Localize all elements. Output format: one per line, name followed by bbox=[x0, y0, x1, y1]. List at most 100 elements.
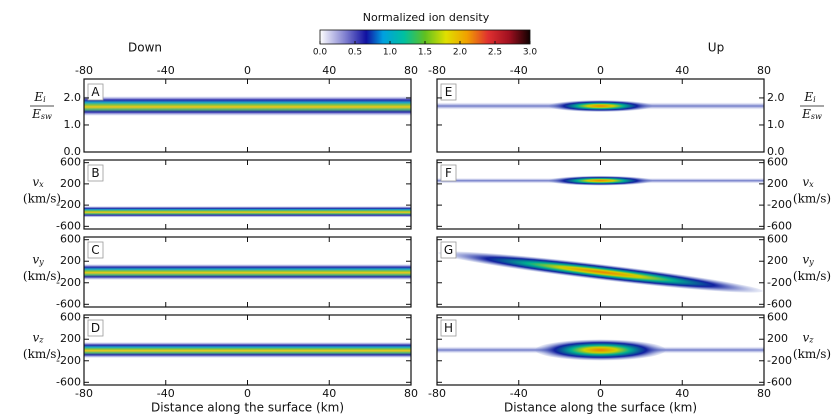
x-tick-label: 80 bbox=[404, 387, 418, 400]
panel-label-box bbox=[87, 164, 104, 182]
y-tick-label: 1.0 bbox=[767, 118, 785, 131]
y-axis-label-unit: (km/s) bbox=[23, 347, 61, 361]
x-tick-label: -40 bbox=[510, 64, 528, 77]
density bbox=[84, 206, 411, 218]
x-tick-label: 40 bbox=[322, 64, 336, 77]
y-tick-label: 2.0 bbox=[767, 91, 785, 104]
panel-label-box bbox=[87, 241, 104, 259]
y-axis-label-symbol: E bbox=[803, 90, 813, 104]
y-tick-label: 0.0 bbox=[64, 145, 82, 158]
y-tick-label: 200 bbox=[60, 177, 81, 190]
x-tick-label: 0 bbox=[244, 64, 251, 77]
y-tick-label: -600 bbox=[56, 375, 81, 388]
x-axis-label: Distance along the surface (km) bbox=[151, 401, 344, 415]
panel-label-box bbox=[440, 164, 457, 182]
panel-label: D bbox=[91, 321, 100, 335]
x-tick-label: -40 bbox=[157, 64, 175, 77]
x-tick-label: -40 bbox=[510, 387, 528, 400]
y-axis-label-symbol: v bbox=[803, 330, 810, 344]
colorbar-tick-label: 1.0 bbox=[383, 48, 398, 58]
x-axis-label: Distance along the surface (km) bbox=[504, 401, 697, 415]
panel-label: E bbox=[445, 85, 453, 99]
panel: F -600 -200 200 600 vx (km/s) bbox=[436, 156, 831, 232]
y-tick-label: -200 bbox=[56, 198, 81, 211]
y-tick-label: 200 bbox=[767, 332, 788, 345]
y-axis-label: Ei bbox=[803, 90, 816, 105]
colorbar-tick-label: 3.0 bbox=[523, 48, 538, 58]
density bbox=[535, 339, 666, 361]
x-tick-label: 40 bbox=[322, 387, 336, 400]
colorbar-tick-label: 2.0 bbox=[453, 48, 468, 58]
panel-label: C bbox=[91, 243, 99, 257]
y-axis-label-symbol: v bbox=[32, 252, 39, 266]
y-tick-label: 200 bbox=[60, 254, 81, 267]
y-axis-label: Esw bbox=[801, 107, 822, 122]
y-tick-label: -200 bbox=[56, 354, 81, 367]
y-axis-label: vy bbox=[802, 252, 814, 267]
panel-label: F bbox=[445, 166, 452, 180]
y-axis-label-unit: (km/s) bbox=[793, 192, 831, 206]
y-axis-label-sub: z bbox=[808, 336, 814, 345]
y-tick-label: 1.0 bbox=[64, 118, 82, 131]
panel-label-box bbox=[440, 319, 457, 337]
colorbar-tick-label: 0.5 bbox=[348, 48, 362, 58]
y-axis-label: vy bbox=[32, 252, 44, 267]
y-axis-label-symbol: E bbox=[801, 107, 811, 121]
density bbox=[438, 251, 763, 293]
y-axis-label: vz bbox=[803, 330, 815, 345]
x-tick-label: 0 bbox=[244, 387, 251, 400]
density bbox=[84, 264, 411, 280]
y-axis-label-unit: (km/s) bbox=[23, 269, 61, 283]
y-tick-label: 600 bbox=[60, 311, 81, 324]
y-axis-label: vx bbox=[32, 175, 44, 190]
y-tick-label: -200 bbox=[56, 276, 81, 289]
x-tick-label: 0 bbox=[597, 387, 604, 400]
y-axis-label-sub: x bbox=[39, 180, 44, 189]
x-tick-label: 0 bbox=[597, 64, 604, 77]
x-tick-label: 40 bbox=[675, 387, 689, 400]
y-axis-label-unit: (km/s) bbox=[793, 269, 831, 283]
y-axis-label-symbol: v bbox=[802, 252, 809, 266]
y-axis-label-symbol: E bbox=[31, 107, 41, 121]
panel-label: A bbox=[91, 85, 100, 99]
x-tick-label: -80 bbox=[75, 387, 93, 400]
y-tick-label: -200 bbox=[767, 276, 792, 289]
panel-frame bbox=[436, 159, 765, 230]
colorbar-tick-label: 0.0 bbox=[313, 48, 328, 58]
y-tick-label: -600 bbox=[56, 219, 81, 232]
y-tick-label: -600 bbox=[767, 219, 792, 232]
y-tick-label: -200 bbox=[767, 354, 792, 367]
panel: C -600 -200 200 600 vy (km/s) bbox=[23, 233, 412, 310]
density bbox=[84, 96, 411, 116]
panel-frame bbox=[83, 159, 412, 230]
y-tick-label: -200 bbox=[767, 198, 792, 211]
colorbar-title: Normalized ion density bbox=[363, 11, 490, 24]
y-tick-label: 600 bbox=[767, 233, 788, 246]
x-tick-label: 80 bbox=[757, 64, 771, 77]
panel-label-box bbox=[87, 83, 104, 101]
panel-frame bbox=[436, 78, 765, 153]
x-tick-label: -80 bbox=[75, 64, 93, 77]
x-tick-label: 80 bbox=[757, 387, 771, 400]
colorbar-tick-label: 1.5 bbox=[418, 48, 432, 58]
x-tick-label: 40 bbox=[675, 64, 689, 77]
y-axis-label-sub: sw bbox=[41, 112, 52, 121]
y-axis-label-unit: (km/s) bbox=[23, 192, 61, 206]
panel-label: H bbox=[444, 321, 453, 335]
y-tick-label: 200 bbox=[60, 332, 81, 345]
y-axis-label: vz bbox=[33, 330, 45, 345]
panel-label-box bbox=[87, 319, 104, 337]
panel: G -600 -200 200 600 vy (km/s) bbox=[436, 233, 831, 310]
x-tick-label: -40 bbox=[157, 387, 175, 400]
y-tick-label: -600 bbox=[767, 375, 792, 388]
panel: H -80 -40 0 40 80-600 -200 200 600 Distance along… bbox=[428, 311, 831, 415]
column-title: Down bbox=[128, 41, 162, 55]
y-axis-label-sub: sw bbox=[811, 112, 822, 121]
colorbar-tick-label: 2.5 bbox=[488, 48, 502, 58]
density bbox=[548, 175, 653, 186]
x-tick-label: 80 bbox=[404, 64, 418, 77]
column-title: Up bbox=[708, 41, 724, 55]
y-axis-label: vx bbox=[802, 175, 814, 190]
y-axis-label-sub: y bbox=[38, 258, 44, 267]
